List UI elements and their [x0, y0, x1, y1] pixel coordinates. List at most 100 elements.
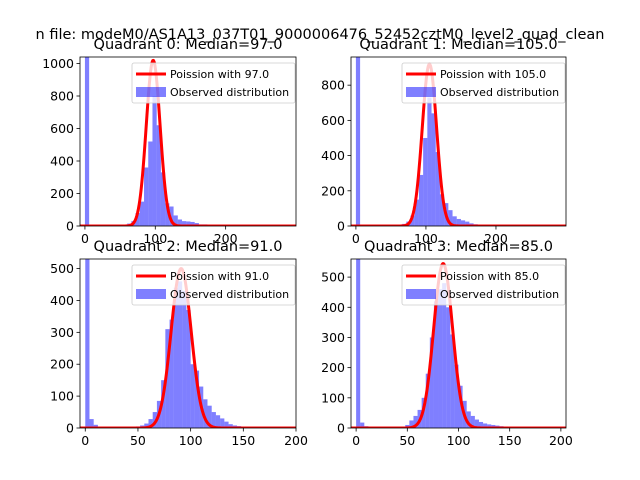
- quadrant-3-hist-bar-25: [458, 385, 463, 428]
- quadrant-1-legend-hist-swatch: [406, 87, 436, 97]
- quadrant-3-xtick-label-0: 0: [352, 433, 360, 448]
- quadrant-2-hist-bar-20: [169, 319, 174, 428]
- quadrant-0-hist-bar-17: [156, 125, 161, 226]
- quadrant-0-hist-bar-16: [152, 96, 157, 226]
- quadrant-1-ytick-label-3: 600: [321, 113, 345, 128]
- quadrant-1-xtick-label-2: 200: [484, 231, 508, 246]
- quadrant-1-hist-bar-25: [460, 220, 466, 226]
- quadrant-2-hist-bar-21: [173, 287, 178, 428]
- quadrant-1-axes-frame: [350, 56, 567, 227]
- quadrant-3-hist-bar-22: [446, 307, 451, 428]
- quadrant-2-hist-bar-18: [161, 380, 166, 428]
- quadrant-3-hist-bar-24: [454, 364, 459, 428]
- quadrant-3-xtick-label-4: 200: [549, 433, 573, 448]
- quadrant-3-hist-bar-17: [425, 373, 430, 428]
- quadrant-1-ytick-label-1: 200: [321, 183, 345, 198]
- quadrant-0-ytick-label-4: 800: [50, 89, 74, 104]
- quadrant-2-xtick-label-3: 150: [231, 433, 255, 448]
- quadrant-0-hist-bar-23: [182, 221, 187, 226]
- quadrant-1-ytick-label-0: 0: [337, 219, 345, 234]
- quadrant-1-hist-bar-24: [456, 218, 461, 226]
- quadrant-3-hist-bar-33: [491, 424, 496, 428]
- quadrant-0-hist-bar-0: [84, 57, 90, 226]
- quadrant-3-legend-hist-swatch: [406, 289, 436, 299]
- quadrant-1-hist-bar-23: [452, 216, 457, 226]
- quadrant-0-panel: 0 100 200 0 200 400 600 800 1000 Poission with 97…: [42, 37, 297, 246]
- quadrant-3-hist-bar-30: [478, 421, 484, 428]
- quadrant-0-xtick-label-0: 0: [81, 231, 89, 246]
- quadrant-1-xtick-label-1: 100: [414, 231, 438, 246]
- quadrant-2-legend: Poission with 91.0 Observed distribution: [131, 264, 296, 306]
- quadrant-0-legend-hist-label: Observed distribution: [170, 86, 289, 99]
- quadrant-2-hist-bar-34: [228, 424, 233, 428]
- quadrant-3-hist-bar-19: [433, 301, 439, 428]
- quadrant-1-hist-bar-15: [418, 174, 424, 226]
- quadrant-0-hist-bar-13: [139, 201, 145, 226]
- quadrant-0-hist-bar-12: [135, 213, 140, 226]
- quadrant-0-xtick-label-2: 200: [214, 231, 238, 246]
- quadrant-2-hist-bar-30: [211, 412, 216, 428]
- quadrant-2-hist-bar-29: [207, 405, 212, 428]
- quadrant-2-hist-bar-22: [177, 281, 183, 428]
- quadrant-2-axes-frame: [79, 258, 297, 429]
- quadrant-3-poisson-fit-line: [351, 262, 566, 428]
- quadrant-0-hist-bar-18: [160, 172, 166, 226]
- quadrant-3-hist-bar-32: [487, 424, 492, 428]
- quadrant-1-legend-box: [401, 62, 566, 104]
- quadrant-0-legend-fit-label: Poission with 97.0: [170, 68, 269, 81]
- quadrant-3-legend-fit-label: Poission with 85.0: [440, 270, 539, 283]
- quadrant-2-legend-hist-label: Observed distribution: [170, 288, 289, 301]
- quadrant-3-hist-bar-29: [474, 419, 479, 428]
- quadrant-2-hist-bar-19: [165, 329, 170, 428]
- quadrant-2-ytick-label-4: 400: [50, 293, 74, 308]
- quadrant-1-hist-bar-14: [414, 199, 419, 226]
- quadrant-0-ytick-label-1: 200: [50, 186, 74, 201]
- quadrant-2-hist-bar-14: [144, 423, 149, 428]
- quadrant-0-hist-bar-19: [165, 203, 170, 226]
- quadrant-2-hist-bar-16: [152, 412, 157, 428]
- quadrant-1-legend-hist-label: Observed distribution: [440, 86, 559, 99]
- quadrant-0-xtick-label-1: 100: [143, 231, 167, 246]
- quadrant-3-ytick-label-4: 400: [321, 300, 345, 315]
- quadrant-1-legend-fit-label: Poission with 105.0: [440, 68, 546, 81]
- quadrant-2-hist-bar-28: [203, 399, 208, 428]
- quadrant-2-ytick-label-0: 0: [66, 421, 74, 436]
- quadrant-2-xtick-label-0: 0: [81, 433, 89, 448]
- quadrant-3-hist-bar-31: [483, 423, 488, 428]
- quadrant-0-hist-bar-15: [148, 141, 153, 226]
- quadrant-2-hist-bar-15: [148, 419, 153, 428]
- quadrant-1-hist-bar-22: [448, 210, 453, 226]
- quadrant-2-ytick-label-2: 200: [50, 357, 74, 372]
- quadrant-0-ytick-label-5: 1000: [42, 56, 74, 71]
- quadrant-2-hist-bar-23: [182, 290, 187, 428]
- quadrant-3-title: Quadrant 3: Median=85.0: [364, 239, 553, 255]
- quadrant-3-panel: 0 50 100 150 200 0 100 200 300 400 500 Poission wit…: [321, 239, 573, 448]
- quadrant-3-hist-bar-28: [470, 415, 475, 428]
- quadrant-1-hist-bar-19: [435, 152, 440, 226]
- quadrant-2-hist-bar-25: [190, 364, 195, 428]
- quadrant-1-hist-bar-20: [439, 194, 445, 226]
- quadrant-0-ytick-label-2: 400: [50, 154, 74, 169]
- quadrant-2-xtick-label-1: 50: [130, 433, 146, 448]
- quadrant-3-ytick-label-5: 500: [321, 270, 345, 285]
- quadrant-0-plot-area: [80, 57, 296, 226]
- quadrant-2-hist-bar-1: [89, 419, 94, 428]
- quadrant-2-xtick-label-2: 100: [179, 433, 203, 448]
- quadrant-3-ytick-label-1: 100: [321, 390, 345, 405]
- quadrant-3-hist-bar-14: [413, 415, 418, 428]
- quadrant-0-legend-hist-swatch: [136, 87, 166, 97]
- quadrant-1-title: Quadrant 1: Median=105.0: [359, 37, 557, 53]
- quadrant-0-legend: Poission with 97.0 Observed distribution: [131, 62, 296, 104]
- quadrant-2-legend-fit-label: Poission with 91.0: [170, 270, 269, 283]
- quadrant-1-hist-bar-0: [355, 57, 361, 226]
- quadrant-2-ytick-label-3: 300: [50, 325, 74, 340]
- quadrant-3-hist-bar-1: [360, 422, 365, 428]
- quadrant-0-legend-box: [131, 62, 296, 104]
- quadrant-3-plot-area: [351, 259, 566, 428]
- quadrant-3-hist-bar-18: [429, 337, 434, 428]
- quadrant-0-hist-bar-14: [144, 167, 149, 226]
- quadrant-3-hist-bar-23: [450, 334, 455, 428]
- quadrant-3-legend-hist-label: Observed distribution: [440, 288, 559, 301]
- quadrant-3-ytick-label-0: 0: [337, 421, 345, 436]
- quadrant-1-ytick-label-2: 400: [321, 148, 345, 163]
